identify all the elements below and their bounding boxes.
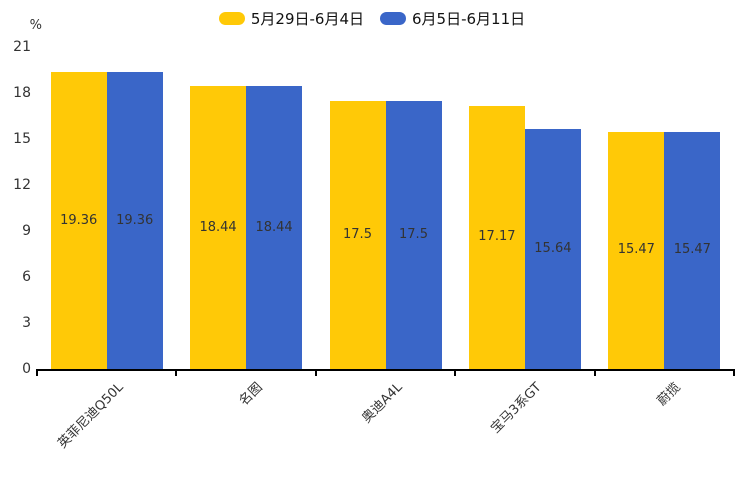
y-axis-tick-label: 0: [22, 361, 31, 377]
bar-value-label: 18.44: [255, 219, 293, 235]
x-axis-tick: [733, 371, 735, 376]
x-axis-tick: [314, 371, 317, 376]
legend-swatch-icon: [380, 11, 406, 25]
bar-value-label: 17.17: [478, 229, 516, 245]
legend-item-0[interactable]: 5月29日-6月4日: [218, 8, 364, 29]
x-axis-label: 英菲尼迪Q50L: [54, 380, 127, 452]
bar-series-1-cat-1: [246, 86, 303, 369]
legend-label: 6月5日-6月11日: [412, 9, 526, 28]
bar-series-0-cat-1: [190, 86, 247, 369]
bar-series-0-cat-3: [468, 105, 525, 369]
y-axis-tick-label: 6: [22, 269, 31, 285]
x-axis-label: 名图: [236, 380, 266, 410]
bar-series-0-cat-4: [608, 131, 665, 369]
bar-value-label: 15.47: [673, 242, 711, 258]
x-axis-tick: [36, 371, 38, 376]
y-axis-unit-label: %: [29, 18, 42, 33]
bar-value-label: 18.44: [199, 219, 237, 235]
x-axis-label: 宝马3系GT: [488, 380, 545, 437]
bar-series-1-cat-2: [385, 100, 442, 369]
x-axis-tick: [175, 371, 178, 376]
bar-value-label: 15.64: [534, 241, 572, 257]
bar-series-0-cat-0: [50, 72, 107, 369]
bar-series-1-cat-0: [106, 72, 163, 369]
y-axis-tick-label: 18: [13, 85, 31, 101]
legend-label: 5月29日-6月4日: [250, 9, 364, 28]
y-axis-tick-label: 15: [13, 131, 31, 147]
y-axis-tick-label: 21: [13, 39, 31, 55]
legend-item-1[interactable]: 6月5日-6月11日: [380, 8, 525, 29]
bar-value-label: 19.36: [116, 212, 154, 228]
x-axis-tick: [454, 371, 457, 376]
bar-series-1-cat-3: [524, 129, 581, 369]
x-axis-line: [36, 369, 735, 371]
y-axis-tick-label: 9: [22, 223, 31, 239]
x-axis-tick: [593, 371, 596, 376]
y-axis-tick-label: 3: [22, 315, 31, 331]
bar-value-label: 15.47: [617, 242, 655, 258]
y-axis-tick-label: 12: [13, 177, 31, 193]
bar-series-1-cat-4: [664, 131, 721, 369]
bar-value-label: 19.36: [60, 212, 98, 228]
x-axis-label: 蔚揽: [654, 380, 684, 410]
bar-value-label: 17.5: [343, 226, 372, 242]
legend-swatch-icon: [218, 11, 245, 25]
x-axis-label: 奥迪A4L: [358, 380, 406, 427]
bar-value-label: 17.5: [399, 226, 428, 242]
chart-legend: 5月29日-6月4日 6月5日-6月11日: [0, 6, 744, 30]
bar-series-0-cat-2: [329, 100, 386, 369]
